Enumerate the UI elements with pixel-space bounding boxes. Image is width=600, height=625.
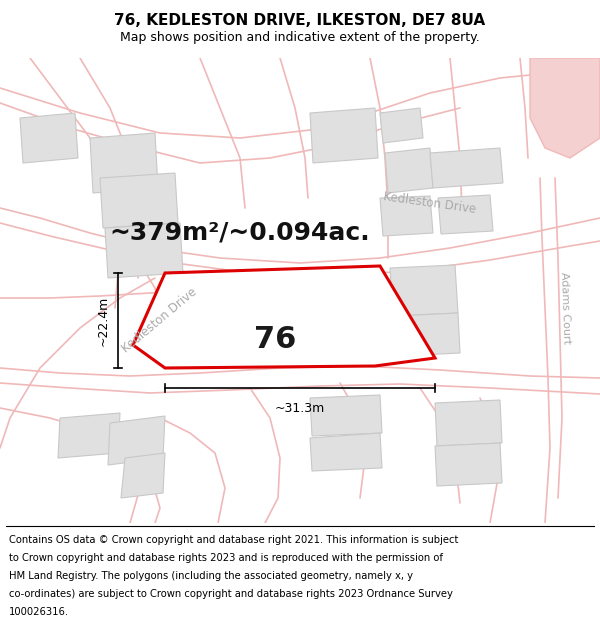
Text: Kedleston Drive: Kedleston Drive	[120, 285, 200, 355]
Text: ~22.4m: ~22.4m	[97, 296, 110, 346]
Polygon shape	[435, 443, 502, 486]
Polygon shape	[430, 148, 503, 188]
Text: Map shows position and indicative extent of the property.: Map shows position and indicative extent…	[120, 31, 480, 44]
Polygon shape	[100, 173, 178, 228]
Polygon shape	[133, 266, 435, 368]
Text: HM Land Registry. The polygons (including the associated geometry, namely x, y: HM Land Registry. The polygons (includin…	[9, 571, 413, 581]
Polygon shape	[530, 58, 600, 158]
Polygon shape	[105, 223, 183, 278]
Text: 100026316.: 100026316.	[9, 607, 69, 617]
Text: Adams Court: Adams Court	[559, 272, 571, 344]
Polygon shape	[435, 400, 502, 446]
Polygon shape	[20, 113, 78, 163]
Polygon shape	[310, 433, 382, 471]
Text: co-ordinates) are subject to Crown copyright and database rights 2023 Ordnance S: co-ordinates) are subject to Crown copyr…	[9, 589, 453, 599]
Text: ~31.3m: ~31.3m	[275, 402, 325, 415]
Polygon shape	[275, 296, 338, 356]
Polygon shape	[380, 108, 423, 143]
Text: ~379m²/~0.094ac.: ~379m²/~0.094ac.	[110, 221, 370, 245]
Polygon shape	[395, 313, 460, 356]
Polygon shape	[390, 265, 458, 316]
Text: Contains OS data © Crown copyright and database right 2021. This information is : Contains OS data © Crown copyright and d…	[9, 535, 458, 545]
Polygon shape	[108, 416, 165, 465]
Polygon shape	[310, 395, 382, 436]
Polygon shape	[310, 108, 378, 163]
Text: Kedleston Drive: Kedleston Drive	[383, 190, 477, 216]
Polygon shape	[121, 453, 165, 498]
Text: to Crown copyright and database rights 2023 and is reproduced with the permissio: to Crown copyright and database rights 2…	[9, 553, 443, 563]
Text: 76, KEDLESTON DRIVE, ILKESTON, DE7 8UA: 76, KEDLESTON DRIVE, ILKESTON, DE7 8UA	[115, 12, 485, 28]
Text: 76: 76	[254, 325, 296, 354]
Polygon shape	[380, 196, 433, 236]
Polygon shape	[438, 195, 493, 234]
Polygon shape	[58, 413, 120, 458]
Polygon shape	[385, 148, 433, 193]
Polygon shape	[90, 133, 158, 193]
